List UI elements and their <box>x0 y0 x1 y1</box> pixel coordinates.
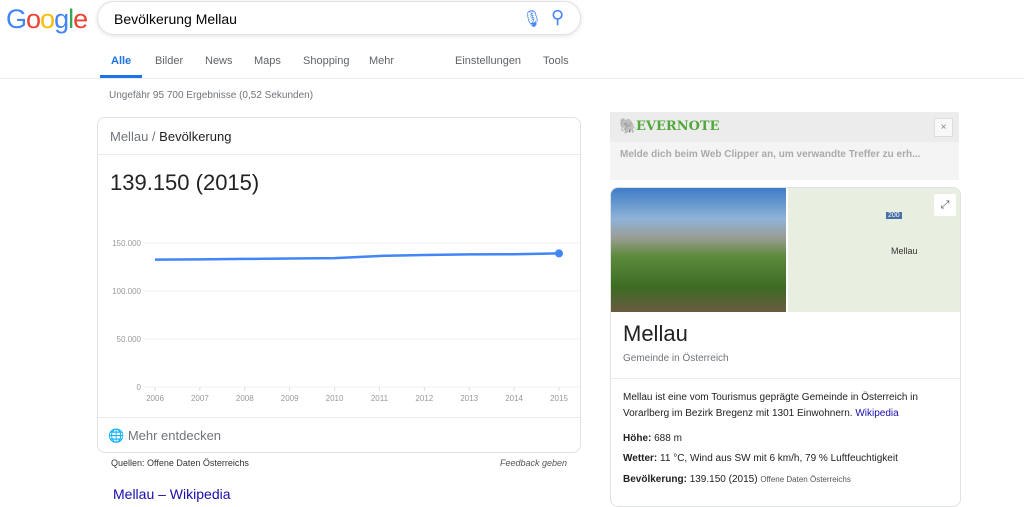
x-tick-label: 2012 <box>415 394 433 403</box>
population-chart: 0 50.000 100.000 150.000 2006 2007 2008 2009 201… <box>112 239 580 403</box>
knowledge-panel: 200 Mellau ⤢ Mellau Gemeinde in Österrei… <box>610 187 961 507</box>
result-stats: Ungefähr 95 700 Ergebnisse (0,52 Sekunde… <box>109 90 314 101</box>
map-thumbnail[interactable]: 200 Mellau ⤢ <box>788 188 960 312</box>
x-tick-label: 2011 <box>371 394 389 403</box>
tab-bilder[interactable]: Bilder <box>155 55 184 67</box>
entity-description: Mellau ist eine vom Tourismus geprägte G… <box>623 390 948 422</box>
fact-label[interactable]: Bevölkerung: <box>623 474 687 485</box>
map-label: Mellau <box>891 246 918 256</box>
divider <box>98 154 580 155</box>
search-icon[interactable]: ⚲ <box>551 7 565 27</box>
fact-value: 688 m <box>654 433 682 444</box>
tab-einstellungen[interactable]: Einstellungen <box>455 55 522 67</box>
fact-hoehe: Höhe: 688 m <box>623 433 682 444</box>
close-button[interactable]: × <box>934 118 953 137</box>
fact-bevoelkerung: Bevölkerung: 139.150 (2015) Offene Daten… <box>623 474 851 485</box>
fact-wetter: Wetter: 11 °C, Wind aus SW mit 6 km/h, 7… <box>623 453 898 464</box>
tab-maps[interactable]: Maps <box>254 55 281 67</box>
data-point <box>555 249 563 258</box>
y-tick-label: 150.000 <box>112 239 141 248</box>
tab-shopping[interactable]: Shopping <box>303 55 350 67</box>
tab-tools[interactable]: Tools <box>543 55 569 67</box>
x-tick-label: 2014 <box>505 394 523 403</box>
x-tick-label: 2007 <box>191 394 209 403</box>
fact-value: 11 °C, Wind aus SW mit 6 km/h, 79 % Luft… <box>660 453 898 464</box>
result-title-link[interactable]: Mellau – Wikipedia <box>113 486 231 502</box>
entity-title: Mellau <box>623 321 688 346</box>
evernote-panel: 🐘 EVERNOTE × Melde dich beim Web Clipper a… <box>610 112 959 180</box>
entity-subtitle: Gemeinde in Österreich <box>623 353 729 364</box>
breadcrumb-place[interactable]: Mellau <box>110 129 149 144</box>
globe-icon: 🌐 <box>108 428 125 443</box>
breadcrumb: Mellau / Bevölkerung <box>110 129 231 144</box>
y-tick-label: 50.000 <box>117 335 142 344</box>
tab-mehr[interactable]: Mehr <box>369 55 395 67</box>
fact-value: 139.150 (2015) <box>689 474 758 485</box>
mellau-photo[interactable] <box>611 188 786 312</box>
wikipedia-link[interactable]: Wikipedia <box>855 408 899 419</box>
x-tick-label: 2015 <box>550 394 568 403</box>
fact-label[interactable]: Wetter: <box>623 453 658 464</box>
sources: Quellen: Offene Daten Österreichs <box>111 458 249 468</box>
population-line <box>154 252 560 261</box>
search-box[interactable]: 🎙 ⚲ <box>97 1 581 35</box>
fact-label[interactable]: Höhe: <box>623 433 652 444</box>
divider <box>98 417 580 418</box>
more-label: Mehr entdecken <box>127 428 222 443</box>
google-logo[interactable]: Google <box>6 4 88 34</box>
breadcrumb-topic: Bevölkerung <box>159 129 232 144</box>
search-input[interactable] <box>112 10 512 28</box>
y-tick-label: 100.000 <box>112 287 141 296</box>
tab-alle[interactable]: Alle <box>100 55 143 78</box>
tab-news[interactable]: News <box>205 55 233 67</box>
breadcrumb-separator: / <box>151 129 156 144</box>
y-tick-label: 0 <box>137 383 142 392</box>
divider <box>611 378 960 379</box>
evernote-elephant-icon: 🐘 <box>619 118 638 135</box>
expand-icon[interactable]: ⤢ <box>934 194 956 216</box>
x-tick-label: 2013 <box>460 394 478 403</box>
road-label: 200 <box>886 212 902 219</box>
x-tick-label: 2010 <box>326 394 344 403</box>
evernote-message[interactable]: Melde dich beim Web Clipper an, um verwa… <box>620 149 921 160</box>
fact-source[interactable]: Offene Daten Österreichs <box>760 475 851 484</box>
more-link[interactable]: 🌐 Mehr entdecken <box>108 428 221 444</box>
population-card: Mellau / Bevölkerung 139.150 (2015) 0 50.… <box>97 117 581 453</box>
x-tick-label: 2009 <box>281 394 299 403</box>
x-tick-label: 2006 <box>146 394 164 403</box>
feedback-link[interactable]: Feedback geben <box>500 458 568 468</box>
evernote-logo: EVERNOTE <box>636 119 720 134</box>
search-tabs: Alle Bilder News Maps Shopping Mehr Eins… <box>0 55 1024 79</box>
description-text: Mellau ist eine vom Tourismus geprägte G… <box>623 392 918 419</box>
microphone-icon[interactable]: 🎙 <box>522 11 543 28</box>
x-tick-label: 2008 <box>236 394 254 403</box>
population-value: 139.150 (2015) <box>110 170 260 195</box>
